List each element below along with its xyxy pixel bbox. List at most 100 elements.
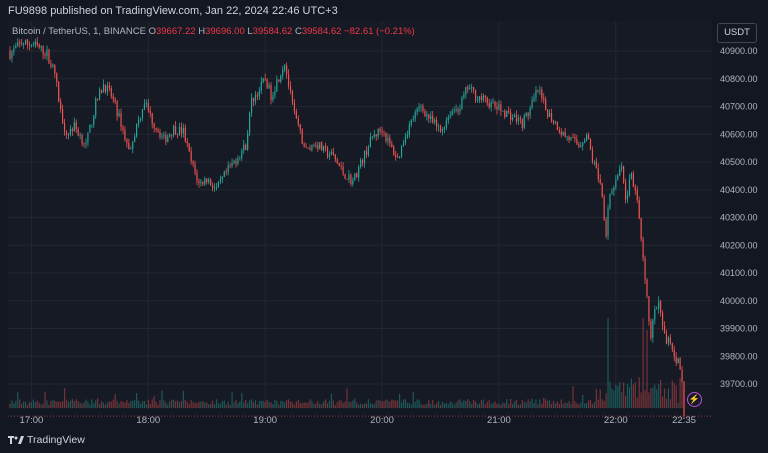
candle-body [155, 127, 157, 130]
candle-body [560, 131, 562, 135]
volume-bar [636, 397, 638, 408]
volume-bar [443, 403, 445, 408]
volume-bar [587, 400, 590, 408]
volume-bar [287, 399, 290, 408]
candle-body [102, 84, 105, 93]
candle-body [414, 112, 416, 120]
candle-body [67, 134, 70, 136]
candle-body [660, 301, 662, 313]
volume-bar [453, 404, 455, 408]
volume-bar [595, 388, 597, 408]
volume-bar [63, 388, 66, 408]
volume-bars [9, 318, 685, 408]
volume-bar [56, 401, 58, 408]
candle-body [30, 45, 33, 47]
candle-body [243, 144, 245, 151]
volume-bar [406, 402, 408, 408]
candle-body [202, 181, 204, 185]
candle-body [159, 131, 161, 138]
volume-bar [681, 377, 683, 408]
volume-bar [667, 388, 670, 408]
candle-body [284, 65, 286, 70]
candle-body [652, 319, 654, 338]
candle-body [264, 78, 266, 80]
candle-body [459, 108, 461, 112]
volume-bar [85, 399, 87, 408]
candle-body [274, 90, 276, 96]
volume-bar [61, 400, 64, 408]
price-tick-label: 40800.00 [720, 74, 758, 84]
volume-bar [605, 393, 607, 408]
volume-bar [548, 400, 551, 408]
candle-body [498, 104, 500, 110]
candle-body [104, 84, 107, 93]
volume-bar [525, 402, 527, 408]
price-axis: 40900.00 40800.00 40700.00 40600.00 40500.00… [720, 46, 758, 389]
candle-body [582, 142, 584, 146]
volume-bar [482, 399, 484, 408]
candle-body [46, 49, 48, 56]
symbol-label[interactable]: Bitcoin / TetherUS, 1, BINANCE [12, 26, 146, 37]
candle-body [342, 166, 344, 175]
time-tick-label: 22:35 [672, 415, 696, 426]
volume-bar [665, 398, 668, 408]
candle-body [15, 46, 17, 49]
volume-bar [521, 400, 523, 408]
candle-body [358, 166, 360, 178]
volume-bar [502, 402, 504, 408]
tradingview-logo-icon [8, 436, 24, 445]
volume-bar [200, 401, 202, 408]
volume-bar [184, 399, 186, 408]
volume-bar [315, 403, 317, 408]
candle-body [391, 143, 393, 147]
chart-area[interactable] [8, 21, 712, 409]
price-tick-label: 40100.00 [720, 268, 758, 278]
candle-body [9, 51, 11, 59]
candle-body [377, 128, 379, 137]
volume-bar [307, 402, 309, 408]
candle-body [465, 87, 467, 95]
candle-body [241, 150, 243, 158]
volume-bar [93, 403, 95, 408]
volume-bar [147, 399, 149, 408]
candle-body [379, 128, 381, 131]
candle-body [667, 337, 670, 344]
volume-bar [434, 404, 436, 408]
volume-bar [245, 399, 247, 408]
volume-bar [338, 400, 340, 408]
volume-bar [9, 403, 11, 408]
volume-bar [235, 399, 237, 408]
footer-brand[interactable]: TradingView [8, 434, 85, 446]
volume-bar [510, 399, 512, 408]
volume-bar [360, 403, 362, 408]
candle-body [307, 147, 309, 149]
candle-body [114, 99, 116, 102]
candle-body [632, 173, 634, 187]
volume-bar [445, 403, 447, 408]
candle-body [624, 182, 627, 200]
volume-bar [527, 399, 529, 408]
volume-bar [377, 399, 379, 408]
volume-bar [60, 402, 62, 408]
volume-bar [623, 382, 625, 408]
volume-bar [202, 401, 204, 408]
volume-bar [256, 404, 258, 408]
volume-bar [299, 402, 301, 408]
volume-bar [252, 402, 255, 408]
candle-body [252, 97, 255, 102]
volume-bar [165, 402, 167, 408]
currency-button[interactable]: USDT [717, 23, 757, 43]
volume-bar [615, 384, 617, 408]
volume-bar [455, 402, 457, 408]
candle-body [363, 150, 366, 164]
candle-body [85, 142, 87, 145]
volume-bar [241, 393, 243, 408]
volume-bar [192, 402, 194, 408]
candle-body [556, 121, 558, 130]
volume-bar [130, 400, 132, 408]
candle-body [398, 156, 401, 158]
volume-bar [566, 403, 568, 408]
candle-body [48, 49, 50, 64]
lightning-icon[interactable]: ⚡ [687, 392, 702, 407]
